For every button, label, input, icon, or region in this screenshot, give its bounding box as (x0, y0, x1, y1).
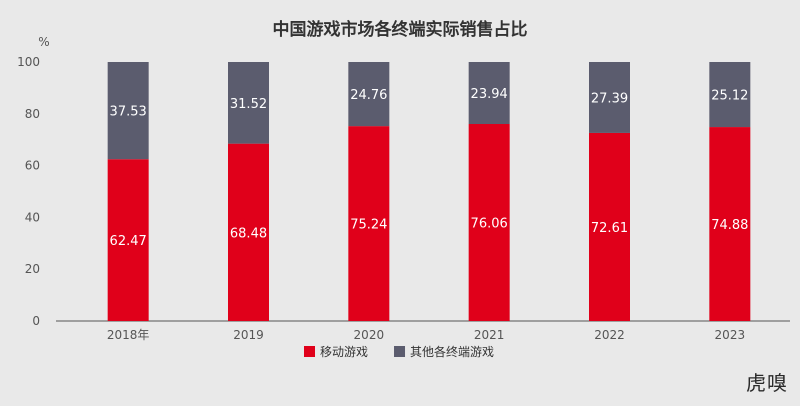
data-label: 68.48 (230, 226, 267, 241)
bar-segment (107, 159, 149, 321)
data-label: 75.24 (350, 218, 387, 233)
bar-segment (709, 127, 751, 322)
legend-swatch (394, 346, 406, 357)
bar-segment (107, 62, 149, 160)
bar-segment (589, 132, 630, 321)
chart-title: 中国游戏市场各终端实际销售占比 (273, 19, 528, 40)
bar-segment (348, 126, 390, 321)
data-label: 62.47 (110, 234, 147, 249)
watermark-logo: 虎嗅 (746, 371, 788, 395)
bar-segment (709, 62, 751, 128)
data-label: 76.06 (471, 217, 508, 232)
data-label: 24.76 (350, 88, 387, 103)
data-label: 72.61 (591, 221, 628, 236)
bars: 62.47 37.53 68.48 31.52 75.24 24.76 76.06 23.94… (107, 62, 751, 322)
y-tick-label: 0 (32, 314, 40, 328)
legend-swatch (304, 346, 315, 357)
data-label: 74.88 (711, 218, 748, 233)
bar-segment (589, 62, 630, 133)
data-label: 27.39 (591, 91, 628, 106)
data-label: 25.12 (711, 89, 748, 104)
y-tick-label: 20 (25, 262, 40, 276)
data-label: 31.52 (230, 97, 267, 112)
x-tick-label: 2018年 (107, 328, 150, 342)
y-tick-label: 100 (17, 55, 40, 69)
bar-segment (228, 62, 269, 144)
bar-segment (348, 62, 390, 127)
axes: 0 20 40 60 80 100 2018年 2019 2020 2021 2022 2023 (17, 55, 790, 342)
x-tick-label: 2021 (474, 328, 505, 342)
legend: 移动游戏 其他各终端游戏 (304, 344, 494, 359)
bar-segment (228, 143, 269, 321)
bar-segment (468, 124, 510, 321)
legend-label: 移动游戏 (320, 345, 368, 359)
data-label: 37.53 (110, 105, 147, 120)
legend-label: 其他各终端游戏 (410, 344, 494, 359)
bar-segment (468, 62, 510, 125)
data-label: 23.94 (471, 87, 508, 102)
y-axis-unit-label: % (38, 35, 49, 49)
y-tick-label: 80 (25, 107, 40, 121)
x-tick-label: 2020 (354, 328, 385, 342)
y-tick-label: 40 (25, 210, 40, 224)
y-tick-label: 60 (25, 159, 40, 173)
x-tick-label: 2023 (715, 328, 746, 342)
x-tick-label: 2022 (594, 328, 625, 342)
x-tick-label: 2019 (233, 328, 264, 342)
